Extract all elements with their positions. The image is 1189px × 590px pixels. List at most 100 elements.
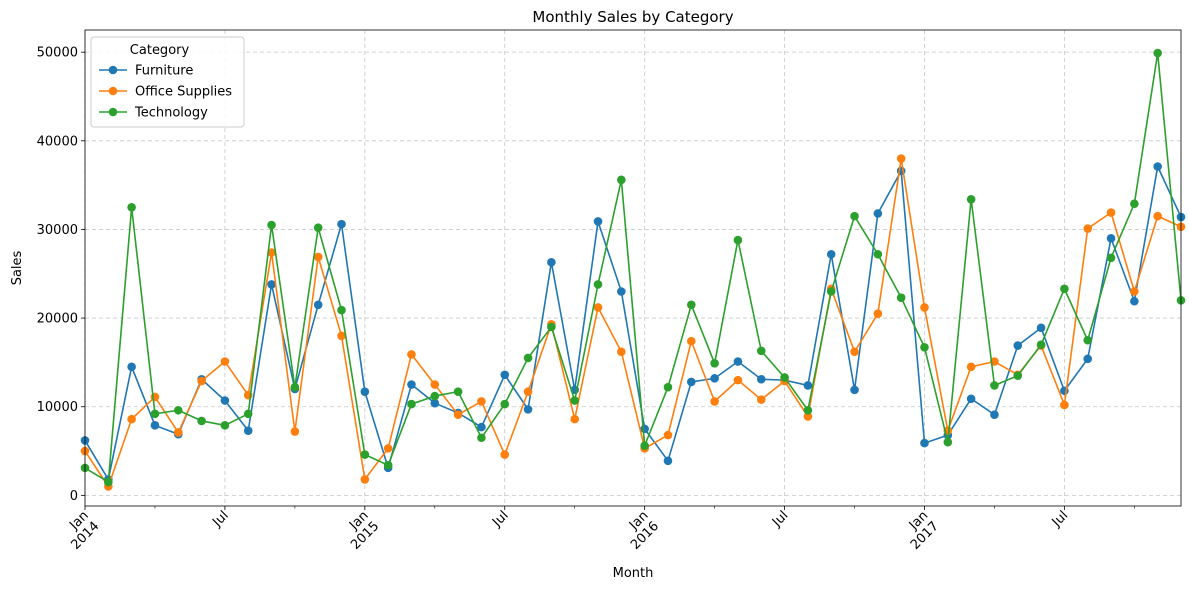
y-tick-label: 50000 bbox=[37, 46, 78, 61]
data-point bbox=[290, 382, 300, 392]
data-point bbox=[1106, 234, 1116, 243]
plot-frame bbox=[84, 29, 1182, 507]
y-tick-label: 20000 bbox=[37, 312, 78, 327]
data-point bbox=[920, 438, 929, 448]
data-point bbox=[1060, 284, 1069, 294]
data-point bbox=[663, 382, 673, 392]
legend-box bbox=[90, 36, 245, 128]
data-point bbox=[1153, 162, 1162, 171]
y-tick-label: 40000 bbox=[37, 134, 78, 149]
legend-label: Office Supplies bbox=[135, 85, 232, 100]
data-point bbox=[663, 430, 673, 440]
data-point bbox=[1013, 341, 1023, 350]
data-point bbox=[733, 235, 743, 245]
data-point bbox=[686, 336, 696, 346]
data-point bbox=[337, 331, 346, 341]
data-point bbox=[383, 460, 393, 470]
data-point bbox=[383, 444, 393, 453]
data-point bbox=[896, 293, 906, 302]
data-point bbox=[477, 433, 486, 443]
data-point bbox=[663, 456, 673, 466]
y-tick-label: 30000 bbox=[37, 223, 78, 238]
data-point bbox=[1153, 211, 1162, 221]
data-point bbox=[686, 300, 696, 310]
data-point bbox=[500, 399, 510, 409]
data-point bbox=[920, 343, 929, 352]
legend: Category Furniture Office Supplies Technolo… bbox=[90, 36, 245, 128]
data-point bbox=[547, 322, 556, 332]
data-point bbox=[430, 391, 440, 401]
legend-label: Furniture bbox=[135, 64, 193, 79]
data-point bbox=[360, 475, 370, 484]
legend-label: Technology bbox=[134, 106, 208, 121]
data-point bbox=[360, 450, 370, 459]
data-point bbox=[453, 410, 463, 420]
grid bbox=[84, 30, 1181, 506]
data-point bbox=[127, 362, 136, 372]
y-tick-label: 0 bbox=[70, 489, 78, 504]
data-point bbox=[756, 346, 766, 356]
data-point bbox=[127, 202, 136, 212]
x-tick-label-month: Jul bbox=[489, 508, 511, 530]
data-point bbox=[523, 387, 533, 396]
data-point bbox=[337, 305, 346, 315]
data-point bbox=[243, 409, 253, 419]
data-point bbox=[617, 175, 626, 185]
data-point bbox=[313, 300, 323, 310]
data-point bbox=[547, 257, 556, 267]
data-point bbox=[990, 410, 999, 420]
data-point bbox=[1013, 371, 1023, 380]
data-point bbox=[966, 195, 976, 204]
data-point bbox=[593, 303, 603, 312]
series-furniture bbox=[80, 162, 1186, 484]
data-point bbox=[453, 387, 463, 396]
data-point bbox=[313, 223, 323, 232]
data-point bbox=[173, 428, 183, 437]
data-point bbox=[617, 287, 626, 296]
data-point bbox=[873, 309, 883, 318]
data-point bbox=[337, 219, 346, 229]
data-point bbox=[617, 347, 626, 357]
data-point bbox=[220, 396, 230, 405]
data-point bbox=[803, 405, 813, 415]
x-axis-title: Month bbox=[613, 566, 654, 581]
data-point bbox=[1083, 335, 1093, 345]
data-point bbox=[733, 375, 743, 385]
x-tick-label-month: Jul bbox=[769, 508, 791, 530]
data-point bbox=[523, 353, 533, 363]
data-point bbox=[1083, 224, 1093, 233]
data-point bbox=[407, 399, 416, 409]
data-point bbox=[197, 416, 206, 426]
data-point bbox=[150, 421, 160, 430]
series-technology bbox=[80, 48, 1186, 487]
series-line bbox=[84, 157, 1182, 488]
legend-item: Technology bbox=[99, 106, 208, 121]
data-point bbox=[1083, 354, 1093, 364]
y-tick-label: 10000 bbox=[37, 400, 78, 415]
data-point bbox=[873, 209, 883, 218]
data-point bbox=[430, 380, 440, 389]
data-point bbox=[710, 358, 719, 368]
data-point bbox=[220, 357, 230, 366]
data-point bbox=[313, 252, 323, 262]
data-point bbox=[407, 380, 416, 389]
data-point bbox=[850, 211, 859, 221]
data-point bbox=[1130, 199, 1139, 209]
data-point bbox=[756, 395, 766, 404]
data-point bbox=[430, 398, 440, 408]
data-point bbox=[500, 370, 510, 380]
data-point bbox=[173, 405, 183, 415]
data-point bbox=[1130, 296, 1139, 306]
data-point bbox=[127, 414, 136, 424]
data-point bbox=[1153, 48, 1162, 58]
series-line bbox=[84, 165, 1182, 481]
data-point bbox=[826, 249, 836, 259]
data-point bbox=[803, 381, 813, 390]
data-point bbox=[873, 249, 883, 259]
x-tick-label-group: Jul bbox=[209, 508, 231, 530]
data-point bbox=[150, 409, 160, 419]
data-point bbox=[710, 374, 719, 383]
